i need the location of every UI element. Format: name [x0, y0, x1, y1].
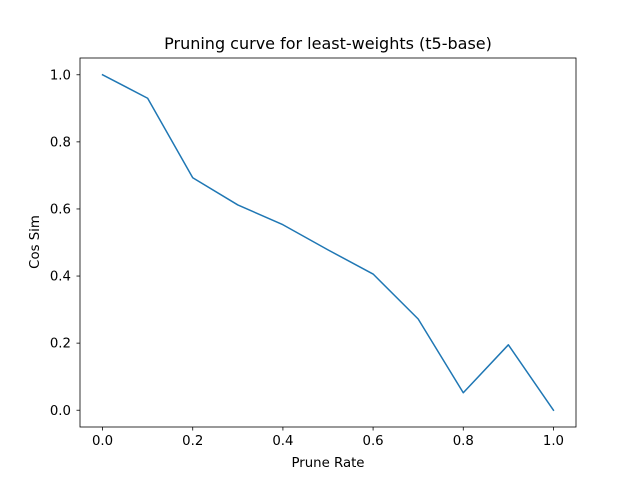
series-line-1 — [101, 73, 555, 412]
y-tick-label: 0.8 — [50, 135, 71, 150]
y-tick-label: 0.4 — [50, 270, 71, 285]
x-axis: 0.0 0.2 0.4 0.6 0.8 1.0 — [92, 427, 564, 449]
plot-area — [79, 57, 577, 428]
y-tick-label: 0.6 — [50, 203, 71, 218]
plot-frame — [79, 57, 577, 428]
x-axis-label: Prune Rate — [291, 456, 364, 471]
series-layer — [101, 73, 555, 412]
y-tick-label: 1.0 — [50, 68, 71, 83]
y-axis-label: Cos Sim — [28, 215, 43, 269]
x-tick-label: 0.8 — [453, 434, 474, 449]
y-tick-label: 0.2 — [50, 337, 71, 352]
chart-title: Pruning curve for least-weights (t5-base… — [164, 34, 492, 53]
y-tick-label: 0.0 — [50, 404, 71, 419]
x-tick-label: 0.4 — [272, 434, 293, 449]
x-tick-label: 0.6 — [363, 434, 384, 449]
x-tick-label: 0.2 — [182, 434, 203, 449]
y-axis: 0.0 0.2 0.4 0.6 0.8 1.0 — [50, 68, 80, 419]
x-tick-label: 1.0 — [543, 434, 564, 449]
x-tick-label: 0.0 — [92, 434, 113, 449]
